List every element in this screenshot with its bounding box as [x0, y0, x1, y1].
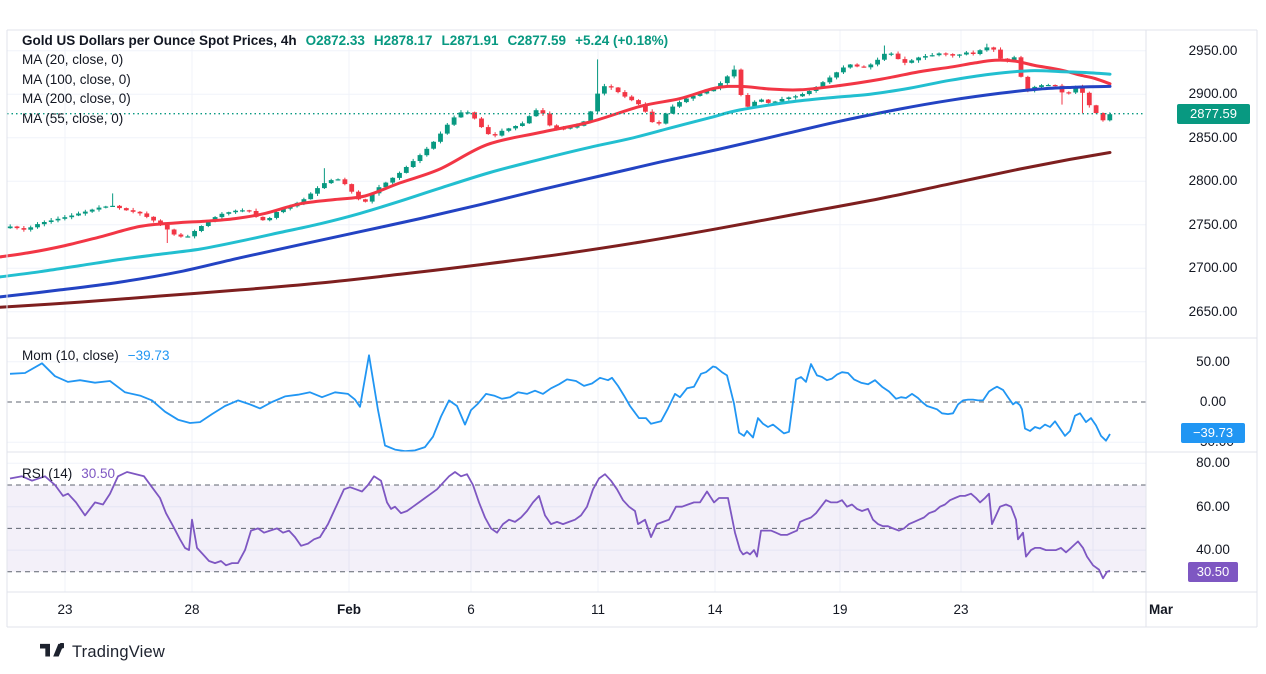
ohlc-close: C2877.59 [507, 33, 567, 48]
symbol-title-row[interactable]: Gold US Dollars per Ounce Spot Prices, 4… [22, 31, 668, 50]
price-axis-label: 2800.00 [1188, 173, 1238, 188]
tradingview-logo-text: TradingView [72, 643, 165, 661]
time-axis-label: 23 [953, 602, 969, 617]
tradingview-logo-icon [40, 643, 64, 657]
price-axis-label: 2850.00 [1188, 130, 1238, 145]
rsi-value-badge: 30.50 [1188, 562, 1238, 582]
rsi-label: RSI (14) [22, 466, 73, 481]
momentum-legend-row[interactable]: Mom (10, close) −39.73 [22, 347, 169, 365]
price-axis-label: 2750.00 [1188, 217, 1238, 232]
rsi-line [9, 471, 1111, 580]
momentum-axis-label: 50.00 [1196, 354, 1230, 369]
ma-line-55 [0, 69, 1112, 279]
main-legend: Gold US Dollars per Ounce Spot Prices, 4… [22, 31, 668, 129]
momentum-label: Mom (10, close) [22, 348, 119, 363]
price-axis-label: 2650.00 [1188, 304, 1238, 319]
ma-line-200 [0, 151, 1112, 309]
price-axis-label: 2950.00 [1188, 43, 1238, 58]
rsi-value: 30.50 [81, 466, 116, 481]
ohlc-low: L2871.91 [441, 33, 499, 48]
ohlc-open: O2872.33 [305, 33, 365, 48]
ohlc-change: +5.24 (+0.18%) [575, 33, 669, 48]
time-axis-label: Mar [1148, 602, 1173, 617]
ma-line-100 [0, 84, 1112, 299]
rsi-legend-row[interactable]: RSI (14) 30.50 [22, 465, 115, 483]
legend-row-ma55[interactable]: MA (55, close, 0) [22, 111, 124, 127]
time-axis-label: 14 [707, 602, 723, 617]
momentum-line [9, 354, 1111, 453]
tradingview-logo[interactable]: TradingView [40, 643, 165, 662]
rsi-axis-label: 80.00 [1196, 455, 1230, 470]
momentum-axis-label: 0.00 [1199, 394, 1227, 409]
rsi-axis-label: 40.00 [1196, 542, 1230, 557]
momentum-value: −39.73 [127, 348, 170, 363]
rsi-axis-label: 60.00 [1196, 499, 1230, 514]
ma-line-20 [0, 58, 1112, 259]
ohlc-high: H2878.17 [373, 33, 433, 48]
time-axis-label: 11 [590, 602, 605, 617]
momentum-value-badge: −39.73 [1181, 423, 1245, 443]
time-axis-label: 19 [832, 602, 848, 617]
time-axis-label: Feb [336, 602, 361, 617]
price-axis-label: 2900.00 [1188, 86, 1238, 101]
last-price-badge: 2877.59 [1177, 104, 1250, 124]
legend-row-ma20[interactable]: MA (20, close, 0) [22, 52, 124, 67]
time-axis-label: 6 [467, 602, 475, 617]
legend-row-ma100[interactable]: MA (100, close, 0) [22, 71, 131, 87]
legend-row-ma200[interactable]: MA (200, close, 0) [22, 91, 131, 107]
symbol-title: Gold US Dollars per Ounce Spot Prices, 4… [22, 33, 297, 48]
price-axis-label: 2700.00 [1188, 260, 1238, 275]
time-axis-label: 23 [57, 602, 73, 617]
time-axis-label: 28 [184, 602, 200, 617]
